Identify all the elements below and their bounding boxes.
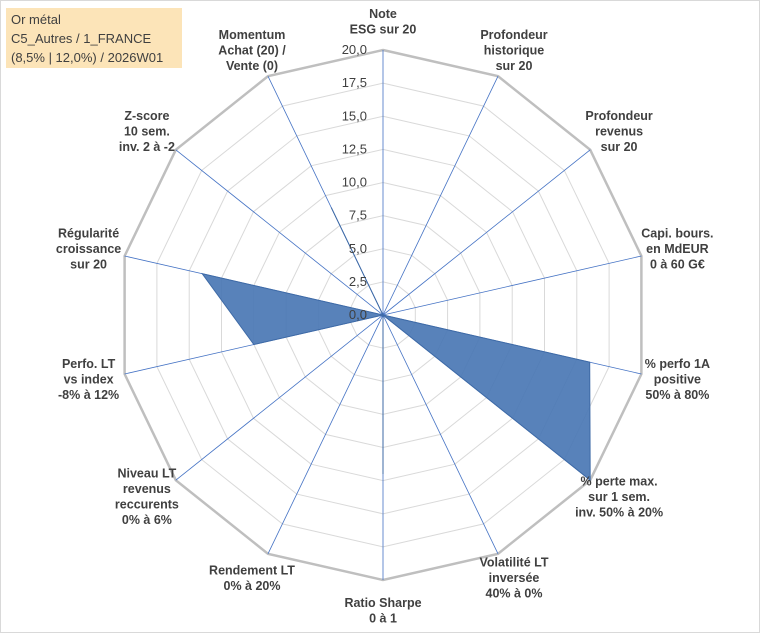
axis-spoke-7 xyxy=(382,314,499,554)
tick-label: 12,5 xyxy=(342,141,367,156)
axis-label-4: Capi. bours. en MdEUR 0 à 60 G€ xyxy=(641,227,713,272)
tick-label: 17,5 xyxy=(342,75,367,90)
axis-label-5: % perfo 1A positive 50% à 80% xyxy=(645,357,710,402)
axis-spoke-2 xyxy=(382,76,499,316)
axis-spoke-13 xyxy=(175,149,384,316)
axis-label-layer: Note ESG sur 20 Profondeur historique sur 20… xyxy=(56,7,714,626)
series-area-1 xyxy=(201,207,591,482)
axis-spoke-4 xyxy=(382,255,642,316)
axis-label-6: % perte max. sur 1 sem. inv. 50% à 20% xyxy=(575,474,663,519)
axis-spoke-10 xyxy=(175,314,384,481)
chart-title: Or métal xyxy=(11,12,61,27)
axis-label-8: Ratio Sharpe 0 à 1 xyxy=(344,596,421,626)
axis-spoke-9 xyxy=(267,314,384,554)
tick-label: 5,0 xyxy=(349,241,367,256)
axis-label-11: Perfo. LT vs index -8% à 12% xyxy=(58,357,119,402)
tick-label: 2,5 xyxy=(349,274,367,289)
tick-label-layer: 0,0 2,5 5,0 7,5 10,0 12,5 15,0 17,5 20,0 xyxy=(342,42,367,322)
axis-label-7: Volatilité LT inversée 40% à 0% xyxy=(480,556,549,601)
axis-label-13: Z-score 10 sem. inv. 2 à -2 xyxy=(119,109,175,154)
axis-label-10: Niveau LT revenus reccurents 0% à 6% xyxy=(115,467,179,528)
tick-label: 0,0 xyxy=(349,307,367,322)
axis-label-2: Profondeur historique sur 20 xyxy=(480,28,547,73)
series-layer xyxy=(201,207,591,482)
tick-label: 20,0 xyxy=(342,42,367,57)
axis-label-14: Momentum Achat (20) / Vente (0) xyxy=(218,28,286,73)
axis-label-12: Régularité croissance sur 20 xyxy=(56,227,121,272)
tick-label: 7,5 xyxy=(349,208,367,223)
axis-label-3: Profondeur revenus sur 20 xyxy=(585,109,652,154)
chart-title-box: Or métal C5_Autres / 1_FRANCE (8,5% | 12… xyxy=(6,8,182,68)
chart-subtitle-period: (8,5% | 12,0%) / 2026W01 xyxy=(11,50,164,65)
axis-label-1: Note ESG sur 20 xyxy=(350,7,417,37)
tick-label: 10,0 xyxy=(342,175,367,190)
tick-label: 15,0 xyxy=(342,108,367,123)
chart-subtitle-category: C5_Autres / 1_FRANCE xyxy=(11,31,152,46)
axis-spoke-3 xyxy=(382,149,591,316)
axis-label-9: Rendement LT 0% à 20% xyxy=(209,564,295,594)
